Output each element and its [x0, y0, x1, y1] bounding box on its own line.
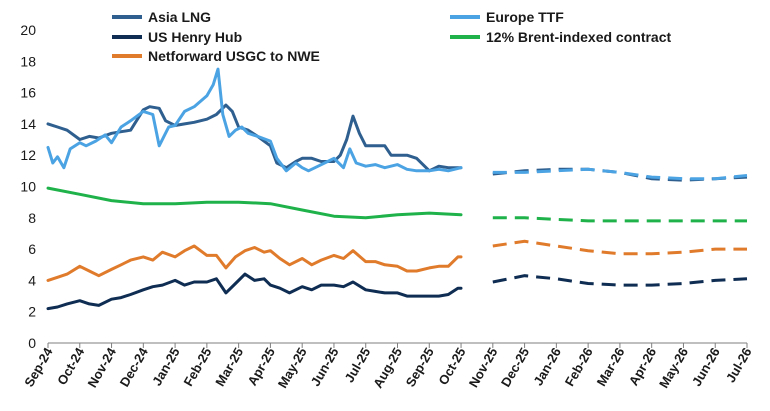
- y-tick-label: 16: [20, 85, 36, 101]
- x-tick-label: Mar-25: [212, 345, 246, 389]
- y-tick-label: 20: [20, 22, 36, 38]
- series-forecast-asia-lng: [492, 167, 748, 182]
- y-tick-label: 8: [28, 210, 36, 226]
- series-forecast-netforward-usgc-to-nwe: [492, 239, 747, 256]
- x-tick-label: Jul-26: [723, 345, 755, 385]
- series-layer: [46, 67, 748, 311]
- legend-label-us-henry-hub: US Henry Hub: [148, 29, 242, 45]
- legend-label-12-brent-indexed-contract: 12% Brent-indexed contract: [486, 29, 671, 45]
- y-tick-label: 10: [20, 179, 36, 195]
- y-tick-label: 12: [20, 147, 36, 163]
- series-line-us-henry-hub: [46, 272, 463, 311]
- x-tick-label: Feb-25: [181, 345, 215, 389]
- series-line-netforward-usgc-to-nwe: [46, 244, 463, 282]
- x-tick-label: Apr-25: [244, 345, 278, 388]
- x-tick-label: Oct-25: [435, 345, 468, 388]
- x-tick-label: May-26: [656, 345, 691, 391]
- y-tick-label: 14: [20, 116, 36, 132]
- x-tick-label: Nov-24: [84, 344, 119, 390]
- legend: Asia LNG Europe TTF US Henry Hub 12% Brent-…: [112, 9, 671, 64]
- x-tick-label: Dec-25: [498, 345, 532, 389]
- y-axis: 0 2 4 6 8 10 12 14 16 18 20: [20, 22, 36, 351]
- x-axis: Sep-24Oct-24Nov-24Dec-24Jan-25Feb-25Mar-…: [21, 342, 755, 391]
- y-tick-label: 18: [20, 53, 36, 69]
- x-tick-label: Mar-26: [594, 345, 628, 389]
- x-tick-label: Jan-25: [149, 345, 183, 388]
- series-line-asia-lng: [46, 103, 463, 173]
- x-tick-label: Oct-24: [54, 344, 88, 387]
- x-tick-label: Jun-25: [308, 345, 342, 389]
- x-tick-label: Sep-24: [21, 344, 56, 389]
- series-line-europe-ttf: [46, 67, 463, 173]
- legend-label-netforward-usgc-to-nwe: Netforward USGC to NWE: [148, 48, 320, 64]
- y-tick-label: 4: [28, 272, 36, 288]
- x-tick-label: Dec-24: [117, 344, 152, 389]
- x-tick-label: Nov-25: [466, 345, 501, 390]
- series-forecast-us-henry-hub: [492, 274, 748, 287]
- x-tick-label: Feb-26: [562, 345, 596, 389]
- series-forecast-12-brent-indexed-contract: [492, 216, 747, 223]
- x-tick-label: Jun-26: [689, 345, 723, 389]
- x-tick-label: Apr-26: [626, 345, 660, 388]
- x-tick-label: Jul-25: [342, 345, 374, 385]
- series-forecast-europe-ttf: [492, 167, 748, 181]
- y-tick-label: 2: [28, 304, 36, 320]
- x-tick-label: Aug-25: [370, 345, 405, 391]
- legend-label-europe-ttf: Europe TTF: [486, 9, 564, 25]
- x-tick-label: May-25: [275, 345, 310, 391]
- y-tick-label: 0: [28, 335, 36, 351]
- legend-label-asia-lng: Asia LNG: [148, 9, 211, 25]
- x-tick-label: Sep-25: [403, 345, 437, 389]
- y-tick-label: 6: [28, 241, 36, 257]
- x-tick-label: Jan-26: [530, 345, 564, 388]
- series-line-12-brent-indexed-contract: [46, 186, 463, 220]
